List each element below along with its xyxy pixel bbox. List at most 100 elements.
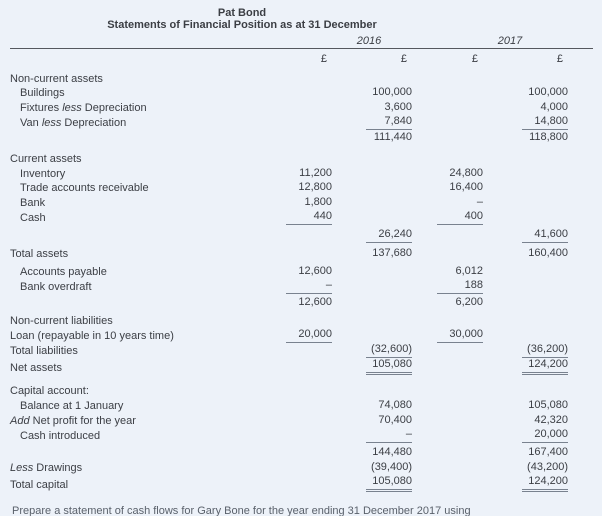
value-cell: 30,000 bbox=[412, 328, 484, 343]
value: – bbox=[286, 279, 332, 294]
value-cell bbox=[332, 166, 412, 181]
value: 14,800 bbox=[522, 115, 569, 130]
value-cell bbox=[412, 310, 483, 328]
value: 111,440 bbox=[373, 131, 413, 144]
currency-header-spacer bbox=[568, 47, 594, 69]
value-cell bbox=[412, 225, 483, 244]
value-cell: – bbox=[412, 195, 483, 210]
currency-symbol-2016-outer: £ bbox=[332, 47, 413, 69]
value: 100,000 bbox=[528, 86, 569, 99]
spacer-cell bbox=[568, 398, 593, 413]
statement-row: Less Drawings (39,400) (43,200) bbox=[10, 460, 593, 475]
row-label: Net assets bbox=[10, 358, 248, 375]
value-cell bbox=[483, 261, 568, 279]
row-label: Current assets bbox=[10, 145, 248, 166]
label-segment: Fixtures bbox=[20, 101, 63, 114]
value-cell: 105,080 bbox=[332, 475, 413, 492]
value: 42,320 bbox=[534, 413, 569, 426]
currency-symbol-2017-outer: £ bbox=[483, 47, 569, 69]
value-cell: 124,200 bbox=[483, 475, 569, 492]
clipped-text-fragment: SOLUT bbox=[2, 0, 44, 4]
value: (39,400) bbox=[371, 460, 413, 473]
value: 440 bbox=[286, 210, 332, 225]
statement-row: 111,440 118,800 bbox=[10, 130, 593, 146]
value: 118,800 bbox=[529, 131, 569, 144]
value-cell bbox=[483, 328, 568, 343]
label-segment: Bank overdraft bbox=[20, 280, 92, 293]
value-cell bbox=[332, 195, 412, 210]
currency-symbol-2016-inner: £ bbox=[248, 47, 332, 69]
value: 400 bbox=[437, 210, 484, 225]
statement-row: Accounts payable 12,600 6,012 bbox=[10, 261, 593, 279]
statement-row: Add Net profit for the year 70,400 42,320 bbox=[10, 413, 593, 428]
value-cell: 100,000 bbox=[483, 86, 568, 101]
value-cell: 41,600 bbox=[483, 225, 569, 244]
value-cell bbox=[248, 475, 332, 492]
value: 105,080 bbox=[366, 475, 413, 492]
value-cell bbox=[412, 86, 483, 101]
statement-row: 26,240 41,600 bbox=[10, 225, 593, 244]
value: 6,012 bbox=[455, 264, 484, 277]
value: 12,800 bbox=[298, 181, 332, 194]
label-segment: Accounts payable bbox=[20, 265, 107, 278]
statement-row: Trade accounts receivable 12,800 16,400 bbox=[10, 181, 593, 196]
spacer-cell bbox=[568, 294, 593, 311]
label-italic-segment: Less bbox=[10, 461, 34, 474]
spacer-cell bbox=[568, 86, 593, 101]
financial-position-table: 2016 2017 £ £ £ £ Non-current assets Buil… bbox=[10, 31, 594, 492]
label-segment: Inventory bbox=[20, 167, 66, 180]
year-2017-cell: 2017 bbox=[412, 31, 568, 48]
spacer-cell bbox=[568, 358, 593, 375]
spacer-cell bbox=[568, 225, 593, 244]
value-cell bbox=[332, 310, 412, 328]
row-label: Total liabilities bbox=[10, 343, 248, 358]
value-cell bbox=[332, 145, 412, 166]
value-cell: 118,800 bbox=[483, 130, 568, 146]
statement-row: Total capital 105,080 124,200 bbox=[10, 475, 593, 492]
label-segment: Buildings bbox=[20, 87, 65, 100]
spacer-cell bbox=[568, 145, 593, 166]
value: 41,600 bbox=[522, 228, 569, 244]
statement-row: Fixtures less Depreciation 3,600 4,000 bbox=[10, 100, 593, 115]
label-segment: Non-current assets bbox=[10, 72, 103, 85]
title-block: Pat Bond Statements of Financial Positio… bbox=[0, 7, 484, 31]
statement-row: Balance at 1 January 74,080 105,080 bbox=[10, 398, 593, 413]
statement-row: Net assets 105,080 124,200 bbox=[10, 358, 593, 375]
value: 12,600 bbox=[298, 264, 332, 277]
value-cell: 105,080 bbox=[483, 398, 568, 413]
row-label: Bank bbox=[10, 195, 248, 210]
value-cell bbox=[483, 69, 568, 86]
value-cell bbox=[483, 166, 568, 181]
value-cell bbox=[248, 225, 332, 244]
value: 160,400 bbox=[528, 246, 569, 259]
value-cell bbox=[248, 130, 332, 146]
row-label: Accounts payable bbox=[10, 261, 248, 279]
spacer-cell bbox=[568, 428, 593, 443]
label-segment: Current assets bbox=[10, 152, 82, 165]
value: 124,200 bbox=[522, 358, 569, 375]
value-cell bbox=[248, 358, 332, 375]
statement-row: Loan (repayable in 10 years time) 20,000 3… bbox=[10, 328, 593, 343]
value-cell: 42,320 bbox=[483, 413, 568, 428]
value-cell: 20,000 bbox=[248, 328, 332, 343]
statement-row: Total assets 137,680 160,400 bbox=[10, 243, 593, 261]
statement-row: Total liabilities (32,600) (36,200) bbox=[10, 343, 593, 358]
value: (43,200) bbox=[527, 460, 569, 473]
row-label-empty bbox=[10, 294, 248, 311]
year-2017-label: 2017 bbox=[497, 34, 523, 47]
value-cell: 6,012 bbox=[412, 261, 483, 279]
label-segment: Balance at 1 January bbox=[20, 399, 124, 412]
value-cell bbox=[248, 145, 332, 166]
value-cell bbox=[483, 181, 568, 196]
spacer-cell bbox=[568, 279, 593, 294]
value-cell: 188 bbox=[412, 279, 484, 294]
value-cell bbox=[412, 413, 483, 428]
value-cell bbox=[483, 279, 568, 294]
label-segment: Net assets bbox=[10, 361, 62, 374]
row-label-empty bbox=[10, 130, 248, 146]
spacer-cell bbox=[568, 210, 593, 225]
statement-row: Cash introduced – 20,000 bbox=[10, 428, 593, 443]
spacer-cell bbox=[568, 100, 593, 115]
label-segment: Capital account: bbox=[10, 385, 89, 398]
